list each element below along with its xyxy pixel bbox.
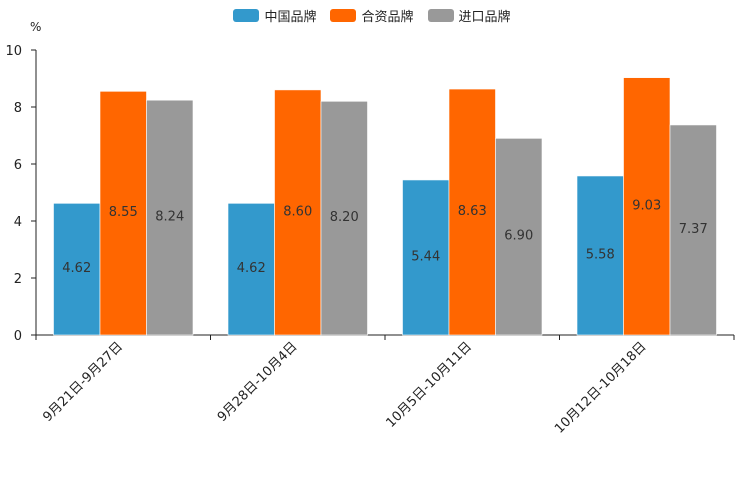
- bar: [448, 88, 496, 336]
- data-label: 8.20: [330, 210, 359, 225]
- y-tick-label: 2: [14, 272, 22, 287]
- bar: [320, 101, 368, 336]
- legend-swatch-joint: [330, 9, 357, 22]
- bar: [274, 89, 322, 336]
- data-label: 7.37: [679, 222, 708, 237]
- bar: [99, 91, 147, 336]
- y-tick-label: 0: [14, 329, 22, 344]
- data-label: 9.03: [632, 198, 661, 213]
- data-label: 5.44: [411, 249, 440, 264]
- data-label: 8.63: [458, 204, 487, 219]
- bar: [495, 138, 543, 336]
- data-label: 4.62: [62, 261, 91, 276]
- y-tick-label: 4: [14, 215, 22, 230]
- bar: [146, 99, 194, 336]
- legend-item-joint[interactable]: 合资品牌: [330, 6, 414, 25]
- y-tick-label: 10: [5, 44, 22, 59]
- legend-label-joint: 合资品牌: [361, 10, 414, 25]
- legend-item-china[interactable]: 中国品牌: [233, 6, 316, 25]
- legend-label-import: 进口品牌: [458, 10, 511, 25]
- data-label: 5.58: [586, 247, 615, 262]
- legend-swatch-china: [233, 9, 260, 22]
- bar: [227, 203, 275, 336]
- x-tick-label: 10月5日-10月11日: [383, 339, 475, 431]
- bar: [53, 203, 101, 336]
- bar: [669, 124, 717, 336]
- x-tick-label: 10月12日-10月18日: [552, 339, 649, 436]
- y-tick-label: 8: [14, 101, 22, 116]
- x-tick-label: 9月21日-9月27日: [40, 339, 126, 425]
- data-label: 6.90: [504, 229, 533, 244]
- y-axis-unit: %: [30, 20, 42, 34]
- bar: [402, 179, 450, 336]
- x-tick-label: 9月28日-10月4日: [215, 339, 301, 425]
- data-label: 4.62: [237, 261, 266, 276]
- data-label: 8.24: [155, 210, 184, 225]
- y-tick-label: 6: [14, 158, 22, 173]
- legend-item-import[interactable]: 进口品牌: [427, 6, 511, 25]
- legend-label-china: 中国品牌: [264, 10, 317, 25]
- legend-swatch-import: [427, 9, 454, 22]
- legend: 中国品牌 合资品牌 进口品牌: [0, 6, 744, 25]
- bar: [576, 175, 624, 336]
- data-label: 8.60: [283, 204, 312, 219]
- data-label: 8.55: [109, 205, 138, 220]
